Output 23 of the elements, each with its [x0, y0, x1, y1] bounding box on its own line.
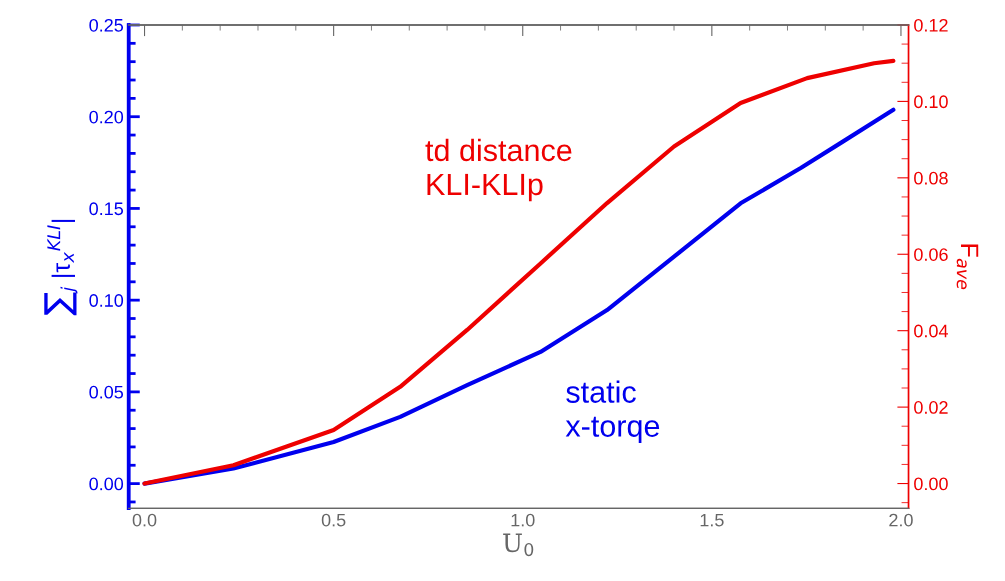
y2-axis-title: F$_{ave}$ [956, 244, 979, 290]
y2-tick-label: 0.10 [914, 95, 948, 109]
y-tick-label: 0.05 [89, 385, 124, 399]
x-tick-label: 2.0 [889, 513, 913, 527]
y2-tick-label: 0.02 [914, 401, 948, 414]
x-tick-label: 0.0 [132, 513, 157, 527]
x-axis-title: U$_{0}$ [503, 533, 534, 557]
series-label: static x-torqe [565, 380, 660, 443]
y-axis-title: ∑$_{j}$ |τ$_{x}$$^{KLI}$| [44, 219, 78, 316]
y-tick-label: 0.25 [89, 18, 124, 32]
y2-tick-label: 0.00 [914, 477, 948, 491]
x-tick-label: 0.5 [321, 513, 346, 527]
y-tick-label: 0.15 [89, 202, 124, 216]
y2-tick-label: 0.12 [914, 18, 948, 32]
y2-tick-label: 0.08 [914, 171, 948, 185]
y2-tick-label: 0.06 [914, 248, 948, 261]
x-tick-label: 1.5 [700, 513, 724, 527]
x-tick-label: 1.0 [511, 513, 535, 527]
y2-tick-label: 0.04 [914, 324, 948, 338]
y-tick-label: 0.00 [89, 477, 124, 491]
series-label: td distance KLI-KLIp [425, 138, 572, 202]
y-tick-label: 0.20 [89, 110, 124, 124]
y-tick-label: 0.10 [89, 294, 124, 307]
